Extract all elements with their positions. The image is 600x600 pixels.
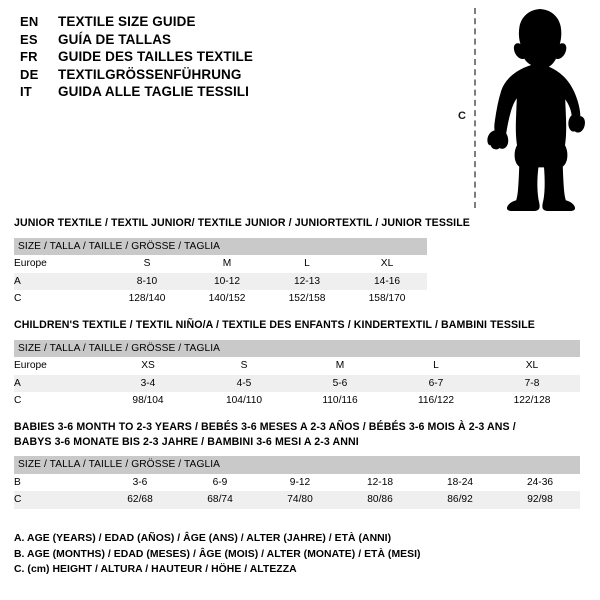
babies-row-c-v3: 80/86 [340,491,420,509]
babies-row-b-label: B [14,473,100,491]
section-title-babies-line1: BABIES 3-6 MONTH TO 2-3 YEARS / BEBÉS 3-… [14,421,516,433]
table-row: Europe S M L XL [14,255,428,273]
guide-title-it: GUIDA ALLE TAGLIE TESSILI [58,84,249,99]
language-code-fr: FR [20,49,38,64]
babies-row-c-v2: 74/80 [260,491,340,509]
junior-row-a-label: A [14,272,107,290]
children-size-table: SIZE / TALLA / TAILLE / GRÖSSE / TAGLIA … [14,339,581,410]
section-title-babies-line2: BABYS 3-6 MONATE BIS 2-3 JAHRE / BAMBINI… [14,435,359,448]
guide-title-fr: GUIDE DES TAILLES TEXTILE [58,49,254,64]
children-row-europe-v2: M [292,357,388,375]
junior-table-band-row: SIZE / TALLA / TAILLE / GRÖSSE / TAGLIA [14,237,428,255]
table-row: C 128/140 140/152 152/158 158/170 [14,290,428,308]
junior-row-c-v1: 140/152 [187,290,267,308]
child-silhouette-icon [487,9,585,211]
junior-row-c-v3: 158/170 [347,290,428,308]
junior-row-c-v0: 128/140 [107,290,187,308]
legend-line-a: A. AGE (YEARS) / EDAD (AÑOS) / ÂGE (ANS)… [14,533,392,544]
junior-row-a-v2: 12-13 [267,272,347,290]
children-row-c-v2: 110/116 [292,392,388,410]
table-row: C 62/68 68/74 74/80 80/86 86/92 92/98 [14,491,581,509]
babies-row-c-v4: 86/92 [420,491,500,509]
table-row: Europe XS S M L XL [14,357,581,375]
babies-row-b-v3: 12-18 [340,473,420,491]
children-row-europe-v4: XL [484,357,581,375]
children-row-c-v0: 98/104 [100,392,196,410]
children-row-a-v1: 4-5 [196,374,292,392]
section-babies-textile: BABIES 3-6 MONTH TO 2-3 YEARS / BEBÉS 3-… [14,420,581,509]
table-row: A 3-4 4-5 5-6 6-7 7-8 [14,374,581,392]
babies-table-band-row: SIZE / TALLA / TAILLE / GRÖSSE / TAGLIA [14,456,581,474]
children-row-a-v4: 7-8 [484,374,581,392]
guide-title-en: TEXTILE SIZE GUIDE [58,14,196,29]
table-row: C 98/104 104/110 110/116 116/122 122/128 [14,392,581,410]
guide-title-es: GUÍA DE TALLAS [58,31,172,47]
legend-line-b: B. AGE (MONTHS) / EDAD (MESES) / ÂGE (MO… [14,548,421,560]
junior-row-a-v3: 14-16 [347,272,428,290]
babies-row-b-v4: 18-24 [420,473,500,491]
legend-line-c: C. (cm) HEIGHT / ALTURA / HAUTEUR / HÖHE… [14,564,297,575]
junior-size-table: SIZE / TALLA / TAILLE / GRÖSSE / TAGLIA … [14,237,428,308]
section-children-textile: CHILDREN'S TEXTILE / TEXTIL NIÑO/A / TEX… [14,318,581,410]
children-row-c-v1: 104/110 [196,392,292,410]
language-code-it: IT [20,84,32,99]
babies-size-table: SIZE / TALLA / TAILLE / GRÖSSE / TAGLIA … [14,456,581,509]
junior-row-a-v0: 8-10 [107,272,187,290]
children-row-c-label: C [14,392,100,410]
children-table-band-row: SIZE / TALLA / TAILLE / GRÖSSE / TAGLIA [14,339,581,357]
junior-row-a-v1: 10-12 [187,272,267,290]
babies-row-c-v1: 68/74 [180,491,260,509]
children-row-a-v3: 6-7 [388,374,484,392]
language-row-fr: FR GUIDE DES TAILLES TEXTILE [20,49,440,67]
language-row-en: EN TEXTILE SIZE GUIDE [20,14,440,32]
language-row-de: DE TEXTILGRÖSSENFÜHRUNG [20,67,440,85]
height-measurement-figure: C [440,6,600,211]
babies-row-b-v0: 3-6 [100,473,180,491]
language-title-block: EN TEXTILE SIZE GUIDE ES GUÍA DE TALLAS … [20,14,440,102]
language-row-es: ES GUÍA DE TALLAS [20,32,440,50]
table-row: A 8-10 10-12 12-13 14-16 [14,272,428,290]
junior-row-europe-v2: L [267,255,347,273]
children-row-europe-v1: S [196,357,292,375]
children-row-europe-v0: XS [100,357,196,375]
junior-row-europe-v3: XL [347,255,428,273]
junior-row-europe-v1: M [187,255,267,273]
babies-row-b-v1: 6-9 [180,473,260,491]
language-code-en: EN [20,14,39,29]
children-row-a-v2: 5-6 [292,374,388,392]
babies-row-c-v0: 62/68 [100,491,180,509]
guide-title-de: TEXTILGRÖSSENFÜHRUNG [58,66,242,82]
babies-row-c-label: C [14,491,100,509]
junior-row-europe-label: Europe [14,255,107,273]
children-row-c-v3: 116/122 [388,392,484,410]
section-title-children: CHILDREN'S TEXTILE / TEXTIL NIÑO/A / TEX… [14,319,535,331]
legend-block: A. AGE (YEARS) / EDAD (AÑOS) / ÂGE (ANS)… [14,531,584,578]
children-row-a-v0: 3-4 [100,374,196,392]
figure-measure-label: C [458,110,466,122]
children-row-a-label: A [14,374,100,392]
babies-band-label: SIZE / TALLA / TAILLE / GRÖSSE / TAGLIA [14,456,581,474]
section-title-junior: JUNIOR TEXTILE / TEXTIL JUNIOR/ TEXTILE … [14,217,470,229]
junior-row-c-v2: 152/158 [267,290,347,308]
language-code-es: ES [20,31,38,47]
junior-band-label: SIZE / TALLA / TAILLE / GRÖSSE / TAGLIA [14,237,428,255]
children-row-europe-v3: L [388,357,484,375]
table-row: B 3-6 6-9 9-12 12-18 18-24 24-36 [14,473,581,491]
babies-row-c-v5: 92/98 [500,491,581,509]
children-row-c-v4: 122/128 [484,392,581,410]
children-row-europe-label: Europe [14,357,100,375]
junior-row-c-label: C [14,290,107,308]
section-junior-textile: JUNIOR TEXTILE / TEXTIL JUNIOR/ TEXTILE … [14,216,470,308]
babies-row-b-v5: 24-36 [500,473,581,491]
height-measurement-line [474,8,476,208]
junior-row-europe-v0: S [107,255,187,273]
babies-row-b-v2: 9-12 [260,473,340,491]
language-code-de: DE [20,66,39,82]
children-band-label: SIZE / TALLA / TAILLE / GRÖSSE / TAGLIA [14,339,581,357]
language-row-it: IT GUIDA ALLE TAGLIE TESSILI [20,84,440,102]
